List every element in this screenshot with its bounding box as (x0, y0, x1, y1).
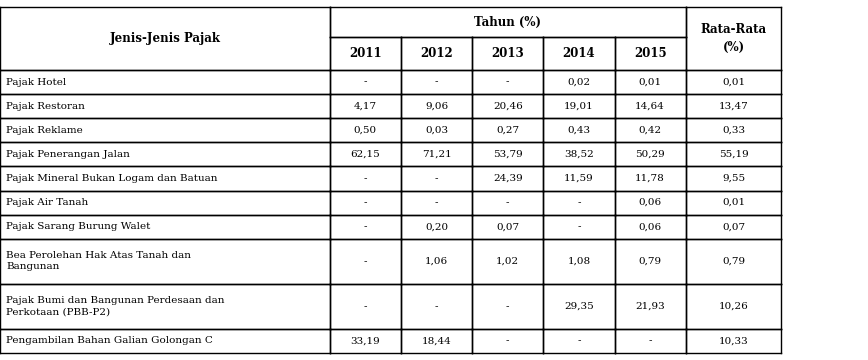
Text: 11,59: 11,59 (564, 174, 594, 183)
Text: Pajak Mineral Bukan Logam dan Batuan: Pajak Mineral Bukan Logam dan Batuan (6, 174, 218, 183)
Text: -: - (506, 77, 510, 86)
Text: 18,44: 18,44 (422, 336, 451, 345)
Text: 0,07: 0,07 (722, 222, 745, 231)
Text: 29,35: 29,35 (564, 302, 594, 311)
Text: 50,29: 50,29 (635, 150, 665, 159)
Text: 33,19: 33,19 (351, 336, 380, 345)
Text: 0,01: 0,01 (722, 77, 745, 86)
Text: Pajak Restoran: Pajak Restoran (6, 102, 85, 111)
Text: 13,47: 13,47 (719, 102, 748, 111)
Text: 2012: 2012 (420, 47, 453, 60)
Text: -: - (435, 198, 438, 207)
Text: 2014: 2014 (562, 47, 595, 60)
Text: 0,20: 0,20 (425, 222, 448, 231)
Text: 24,39: 24,39 (493, 174, 523, 183)
Text: 0,01: 0,01 (722, 198, 745, 207)
Text: 11,78: 11,78 (635, 174, 665, 183)
Text: -: - (435, 302, 438, 311)
Text: Jenis-Jenis Pajak: Jenis-Jenis Pajak (109, 32, 220, 45)
Text: 0,01: 0,01 (639, 77, 661, 86)
Text: -: - (364, 77, 367, 86)
Text: 62,15: 62,15 (351, 150, 380, 159)
Text: 0,27: 0,27 (496, 126, 519, 135)
Text: 2015: 2015 (634, 47, 667, 60)
Text: 10,26: 10,26 (719, 302, 748, 311)
Text: -: - (435, 174, 438, 183)
Text: 10,33: 10,33 (719, 336, 748, 345)
Text: Pengambilan Bahan Galian Golongan C: Pengambilan Bahan Galian Golongan C (6, 336, 213, 345)
Text: -: - (577, 222, 581, 231)
Text: Pajak Reklame: Pajak Reklame (6, 126, 82, 135)
Text: 1,06: 1,06 (425, 257, 448, 266)
Text: 0,50: 0,50 (354, 126, 377, 135)
Text: -: - (364, 257, 367, 266)
Text: 9,55: 9,55 (722, 174, 745, 183)
Text: 71,21: 71,21 (422, 150, 451, 159)
Text: -: - (577, 336, 581, 345)
Text: -: - (506, 198, 510, 207)
Text: -: - (364, 174, 367, 183)
Text: -: - (364, 302, 367, 311)
Text: Tahun (%): Tahun (%) (474, 15, 542, 28)
Text: 0,33: 0,33 (722, 126, 745, 135)
Text: 20,46: 20,46 (493, 102, 523, 111)
Text: 2011: 2011 (349, 47, 382, 60)
Text: 53,79: 53,79 (493, 150, 523, 159)
Text: -: - (648, 336, 652, 345)
Text: 2013: 2013 (491, 47, 524, 60)
Text: 19,01: 19,01 (564, 102, 594, 111)
Text: Bea Perolehan Hak Atas Tanah dan
Bangunan: Bea Perolehan Hak Atas Tanah dan Banguna… (6, 251, 191, 271)
Text: -: - (577, 198, 581, 207)
Text: 21,93: 21,93 (635, 302, 665, 311)
Text: Pajak Hotel: Pajak Hotel (6, 77, 66, 86)
Text: 0,06: 0,06 (639, 198, 661, 207)
Text: 0,03: 0,03 (425, 126, 448, 135)
Text: -: - (506, 336, 510, 345)
Text: 55,19: 55,19 (719, 150, 748, 159)
Text: 0,43: 0,43 (568, 126, 590, 135)
Text: Pajak Penerangan Jalan: Pajak Penerangan Jalan (6, 150, 130, 159)
Text: -: - (364, 222, 367, 231)
Text: 1,02: 1,02 (496, 257, 519, 266)
Text: 0,06: 0,06 (639, 222, 661, 231)
Text: Rata-Rata
(%): Rata-Rata (%) (700, 23, 766, 54)
Text: 0,07: 0,07 (496, 222, 519, 231)
Text: Pajak Air Tanah: Pajak Air Tanah (6, 198, 89, 207)
Text: Pajak Bumi dan Bangunan Perdesaan dan
Perkotaan (PBB-P2): Pajak Bumi dan Bangunan Perdesaan dan Pe… (6, 296, 225, 316)
Text: -: - (435, 77, 438, 86)
Text: 38,52: 38,52 (564, 150, 594, 159)
Text: 1,08: 1,08 (568, 257, 590, 266)
Text: 9,06: 9,06 (425, 102, 448, 111)
Text: 14,64: 14,64 (635, 102, 665, 111)
Text: -: - (364, 198, 367, 207)
Text: 0,42: 0,42 (639, 126, 661, 135)
Text: 0,79: 0,79 (639, 257, 661, 266)
Text: 0,02: 0,02 (568, 77, 590, 86)
Text: -: - (506, 302, 510, 311)
Text: 0,79: 0,79 (722, 257, 745, 266)
Text: 4,17: 4,17 (354, 102, 377, 111)
Text: Pajak Sarang Burung Walet: Pajak Sarang Burung Walet (6, 222, 150, 231)
